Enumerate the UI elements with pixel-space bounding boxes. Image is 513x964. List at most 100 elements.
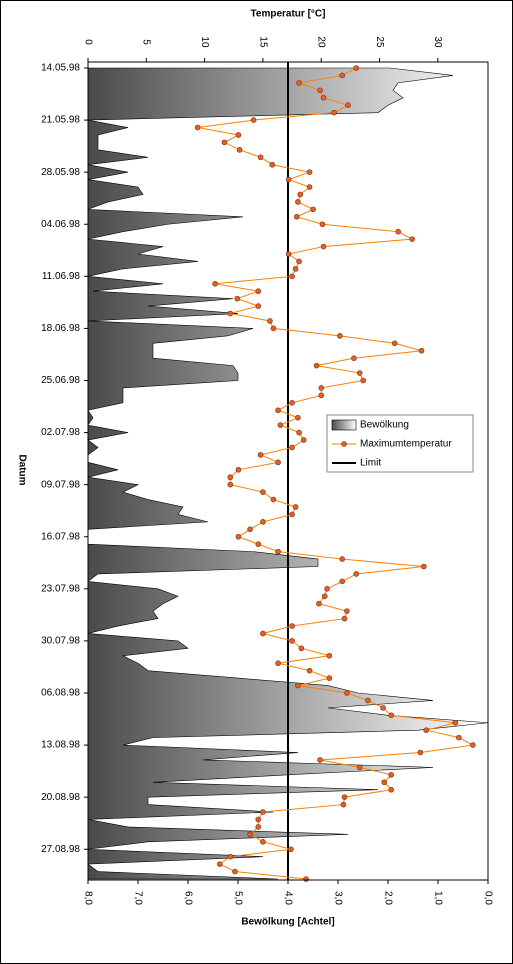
cloud-tick-label: 3,0	[332, 891, 343, 905]
temperature-marker	[306, 184, 313, 190]
date-tick-label: 23.07.98	[41, 583, 80, 594]
date-tick-label: 09.07.98	[41, 479, 80, 490]
temperature-marker	[275, 548, 281, 555]
date-tick-label: 27.08.98	[41, 844, 80, 855]
temperature-marker	[318, 385, 325, 391]
temperature-marker	[388, 786, 395, 793]
temp-tick-label: 30	[432, 36, 443, 48]
temperature-marker	[296, 80, 302, 86]
legend-swatch	[331, 419, 357, 431]
temperature-marker	[260, 519, 266, 525]
temp-tick-label: 5	[141, 39, 152, 45]
temperature-marker	[234, 295, 241, 302]
temperature-marker	[260, 630, 266, 637]
cloud-tick-label: 8,0	[82, 891, 93, 905]
temperature-marker	[313, 362, 320, 369]
temperature-marker	[331, 109, 337, 116]
temperature-marker	[395, 228, 402, 235]
temperature-marker	[339, 578, 346, 585]
temperature-marker	[275, 407, 281, 414]
temperature-marker	[300, 437, 307, 443]
temperature-marker	[388, 772, 395, 778]
date-tick-label: 30.07.98	[41, 636, 80, 647]
temperature-marker	[235, 533, 242, 540]
cloud-tick-label: 7,0	[132, 891, 143, 905]
temperature-marker	[235, 466, 242, 473]
temperature-marker	[360, 377, 367, 384]
temperature-marker	[388, 712, 395, 719]
date-tick-label: 14.05.98	[41, 63, 80, 74]
temp-tick-label: 20	[316, 36, 327, 48]
temperature-marker	[470, 742, 476, 748]
cloud-tick-label: 2,0	[382, 891, 393, 905]
temperature-marker	[255, 541, 262, 547]
temperature-marker	[296, 429, 302, 436]
date-tick-label: 28.05.98	[41, 167, 80, 178]
date-tick-label: 11.06.98	[42, 271, 81, 282]
temperature-marker	[423, 727, 429, 733]
temperature-marker	[321, 593, 328, 600]
temp-axis-title: Temperatur [°C]	[251, 9, 326, 20]
temp-tick-label: 25	[374, 36, 385, 48]
temp-tick-label: 0	[82, 39, 93, 45]
temperature-marker	[289, 511, 295, 518]
temperature-marker	[345, 102, 351, 109]
temperature-marker	[380, 705, 386, 711]
temperature-marker	[320, 94, 327, 101]
date-tick-label: 21.05.98	[41, 115, 80, 126]
date-tick-label: 02.07.98	[41, 427, 80, 438]
temperature-marker	[227, 310, 234, 317]
temperature-marker	[320, 243, 327, 250]
temperature-marker	[232, 868, 238, 875]
temperature-marker	[285, 176, 292, 183]
temperature-marker	[421, 563, 427, 570]
temperature-marker	[289, 400, 295, 406]
temperature-marker	[260, 809, 266, 815]
temperature-marker	[289, 273, 295, 280]
legend-label: Maximumtemperatur	[360, 439, 452, 450]
cloud-tick-label: 5,0	[232, 891, 243, 905]
temperature-marker	[289, 638, 295, 644]
temperature-marker	[295, 414, 301, 421]
temperature-marker	[409, 236, 415, 242]
temperature-marker	[260, 838, 266, 845]
temp-tick-label: 15	[257, 36, 268, 48]
temperature-marker	[255, 824, 262, 830]
temperature-marker	[250, 117, 257, 123]
temperature-marker	[339, 72, 346, 79]
temperature-marker	[227, 474, 234, 481]
temperature-marker	[310, 206, 316, 213]
date-tick-label: 04.06.98	[41, 219, 80, 230]
temperature-marker	[341, 794, 348, 800]
temperature-marker	[247, 526, 253, 533]
legend-label: Limit	[360, 458, 381, 469]
temperature-marker	[303, 876, 309, 882]
temperature-marker	[277, 422, 284, 428]
temperature-marker	[221, 139, 228, 146]
temperature-marker	[319, 221, 326, 228]
cloud-tick-label: 1,0	[432, 891, 443, 905]
temperature-marker	[317, 87, 323, 94]
temperature-marker	[216, 861, 223, 867]
temperature-marker	[267, 318, 273, 324]
temperature-marker	[324, 586, 330, 592]
temperature-marker	[275, 660, 281, 667]
temperature-marker	[235, 132, 242, 138]
temperature-marker	[298, 645, 305, 652]
temperature-marker	[270, 325, 277, 332]
temperature-marker	[351, 355, 357, 361]
legend-label: Bewölkung	[360, 420, 409, 431]
temperature-marker	[339, 556, 346, 562]
temperature-marker	[326, 675, 333, 681]
temperature-marker	[257, 154, 264, 161]
temperature-marker	[285, 251, 292, 257]
temperature-marker	[340, 801, 347, 808]
temperature-marker	[417, 749, 424, 756]
temperature-marker	[289, 444, 295, 451]
temperature-marker	[356, 370, 363, 376]
legend: Bewölkung Maximumtemperatur Limit	[326, 414, 474, 473]
temperature-marker	[456, 734, 462, 741]
temperature-marker	[275, 459, 281, 466]
temperature-marker	[418, 347, 425, 354]
